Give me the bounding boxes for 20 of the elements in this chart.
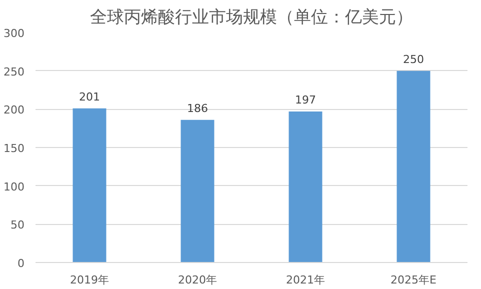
- data-label: 201: [79, 90, 100, 104]
- bar: [180, 120, 214, 262]
- y-tick-label: 0: [18, 257, 24, 270]
- chart-title: 全球丙烯酸行业市场规模（单位：亿美元）: [90, 8, 413, 28]
- y-tick-label: 150: [4, 142, 25, 155]
- bar: [72, 108, 106, 262]
- y-tick-label: 200: [4, 104, 25, 117]
- bar: [288, 111, 322, 262]
- data-label: 250: [403, 52, 424, 66]
- y-tick-label: 250: [4, 65, 25, 78]
- bar: [396, 70, 430, 262]
- data-label: 197: [295, 93, 316, 106]
- data-label: 186: [187, 102, 208, 115]
- x-tick-label: 2025年E: [390, 274, 437, 286]
- x-tick-label: 2020年: [178, 274, 218, 286]
- y-tick-label: 100: [4, 180, 25, 194]
- y-tick-label: 50: [10, 218, 25, 232]
- y-tick-label: 300: [4, 27, 25, 40]
- x-tick-label: 2019年: [70, 274, 110, 286]
- x-tick-label: 2021年: [286, 274, 326, 286]
